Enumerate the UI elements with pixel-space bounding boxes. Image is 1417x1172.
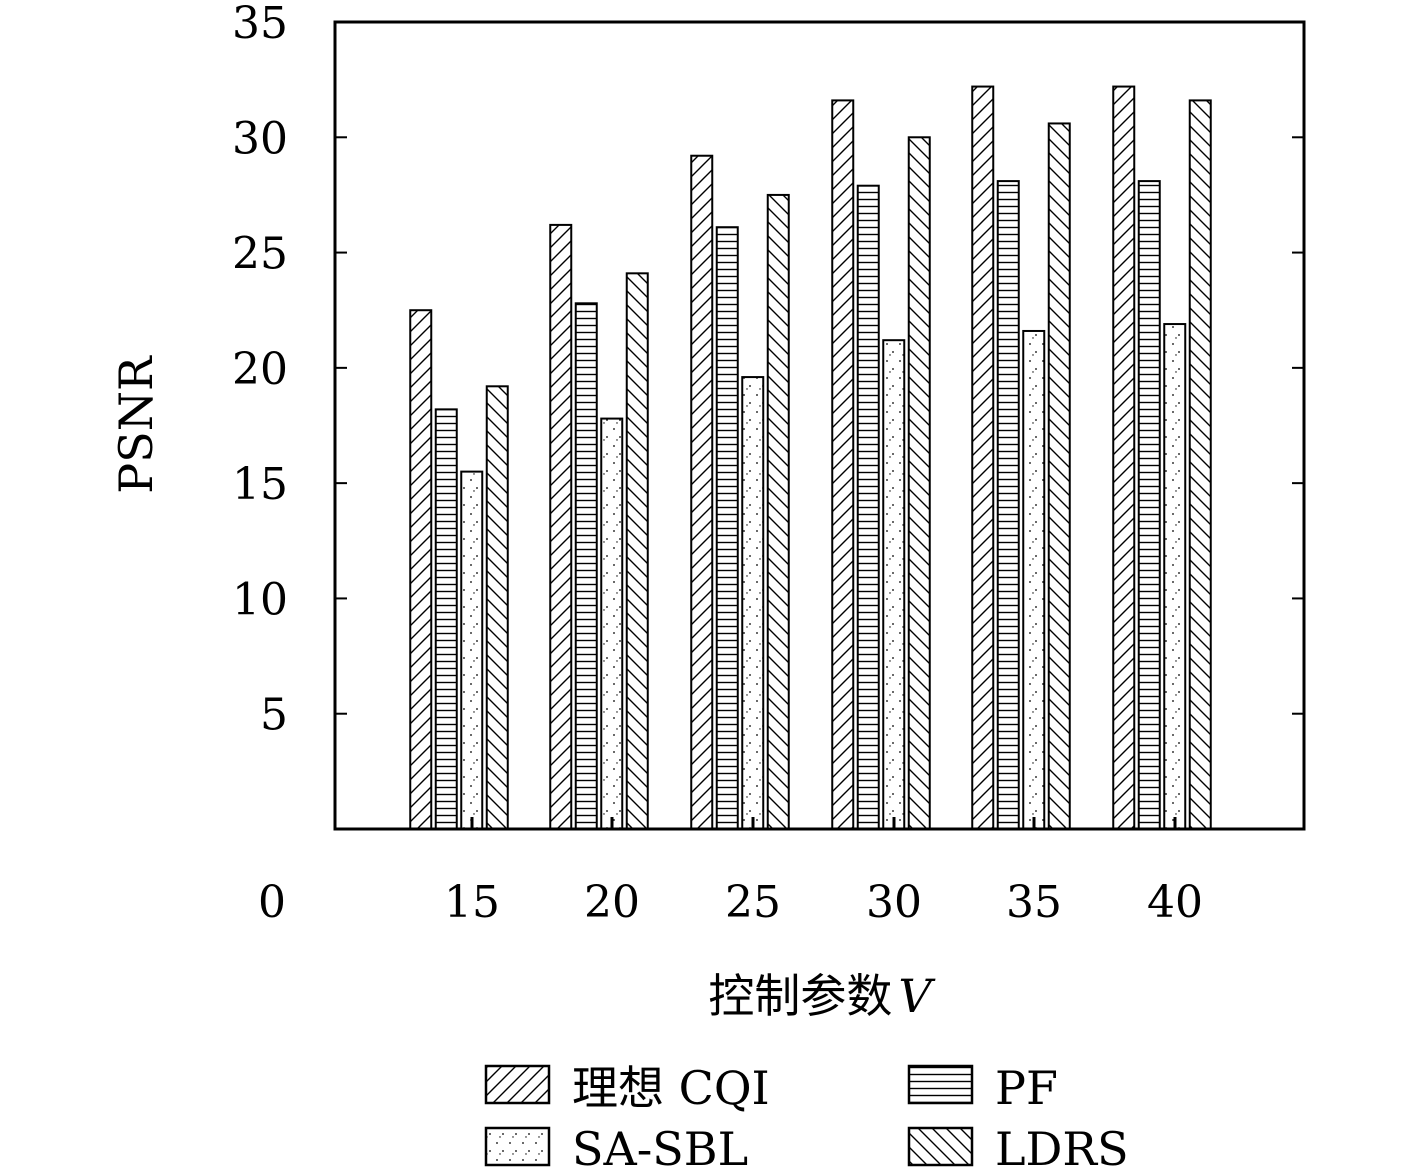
legend-label: 理想 CQI [572, 1061, 770, 1115]
x-axis-label-text: 控制参数 [708, 969, 892, 1023]
x-tick-label: 25 [725, 877, 781, 928]
x-axis-ticks: 15 20 25 30 35 40 [444, 817, 1203, 928]
bar [600, 417, 624, 830]
bar [1022, 329, 1046, 830]
bar [831, 99, 855, 830]
y-tick-label: 0 [258, 877, 286, 928]
legend-label: LDRS [995, 1122, 1129, 1172]
legend-swatch [484, 1126, 551, 1167]
legend-swatch [907, 1064, 974, 1105]
bar [574, 302, 598, 831]
bar [409, 309, 433, 830]
x-tick-label: 20 [584, 877, 640, 928]
bar [460, 470, 484, 830]
bar [1047, 122, 1071, 831]
bar [1188, 99, 1212, 830]
legend-swatch [907, 1126, 974, 1167]
bar [766, 193, 790, 830]
x-tick-label: 40 [1147, 877, 1203, 928]
bar [996, 180, 1020, 830]
x-axis-label-variable: V [898, 969, 936, 1023]
bars-group [409, 85, 1212, 831]
x-tick-label: 15 [444, 877, 500, 928]
bar [625, 272, 649, 830]
bar [907, 136, 931, 831]
legend: 理想 CQI PF SA-SBL LDRS [484, 1061, 1129, 1172]
bar [690, 154, 714, 830]
legend-label: SA-SBL [572, 1122, 748, 1172]
legend-label: PF [995, 1061, 1058, 1115]
bar [882, 339, 906, 830]
bar [1112, 85, 1136, 830]
legend-swatch [484, 1064, 551, 1105]
y-tick-label: 20 [232, 344, 288, 395]
bar [549, 223, 573, 831]
y-tick-label: 5 [260, 690, 288, 741]
plot-frame [333, 20, 1306, 831]
y-tick-label: 30 [232, 113, 288, 164]
bar [741, 376, 765, 830]
y-tick-label: 35 [232, 0, 288, 49]
bar [856, 184, 880, 831]
bar [971, 85, 995, 830]
x-axis-label: 控制参数 V [708, 969, 936, 1023]
bar [1137, 180, 1161, 830]
bar [715, 226, 739, 831]
y-tick-label: 25 [232, 229, 288, 280]
y-axis-label: PSNR [109, 355, 163, 494]
bar [485, 385, 509, 830]
x-tick-label: 30 [866, 877, 922, 928]
y-tick-label: 10 [232, 574, 288, 625]
y-axis-ticks: 0 5 10 15 20 25 30 35 [232, 0, 1304, 928]
bar [1163, 323, 1187, 830]
y-tick-label: 15 [232, 459, 288, 510]
x-tick-label: 35 [1006, 877, 1062, 928]
bar [434, 408, 458, 830]
